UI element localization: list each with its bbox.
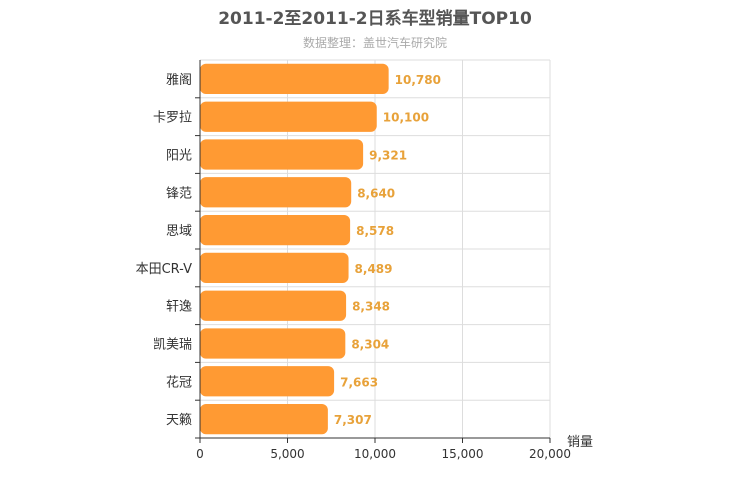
x-tick-label: 15,000: [442, 447, 484, 461]
category-label: 凯美瑞: [153, 338, 192, 353]
value-label: 7,663: [340, 375, 378, 389]
value-label: 8,348: [352, 300, 390, 314]
bar: [200, 214, 351, 246]
category-label: 卡罗拉: [153, 111, 192, 126]
bar-layer: 10,780 10,100 9,321 8,640 8,578 8,489 8,348 8,3…: [200, 63, 441, 435]
category-label: 锋范: [166, 186, 192, 201]
x-tick-label: 20,000: [529, 447, 571, 461]
category-label: 天籁: [166, 413, 192, 428]
bar: [200, 403, 328, 435]
chart-subtitle: 数据整理：盖世汽车研究院: [303, 35, 447, 50]
x-axis-title: 销量: [567, 435, 593, 450]
category-label: 花冠: [166, 374, 192, 390]
value-label: 8,578: [356, 224, 394, 238]
bar: [200, 328, 346, 359]
value-label: 8,304: [351, 338, 389, 352]
value-label: 8,640: [357, 186, 395, 200]
bar: [200, 63, 389, 95]
x-tick-label: 10,000: [354, 447, 396, 461]
bar: [200, 290, 347, 321]
category-label: 思域: [166, 224, 192, 239]
value-label: 8,489: [355, 262, 393, 276]
category-label: 雅阁: [166, 73, 192, 88]
category-label: 轩逸: [166, 300, 192, 315]
category-label: 阳光: [166, 149, 192, 164]
value-label: 10,100: [383, 111, 429, 125]
bar: [200, 101, 377, 132]
x-tick-label: 0: [196, 447, 204, 461]
grid-layer: [199, 59, 551, 439]
value-label: 10,780: [395, 73, 441, 87]
value-label: 9,321: [369, 149, 407, 163]
bar: [200, 139, 364, 170]
bar: [200, 366, 335, 397]
value-label: 7,307: [334, 413, 372, 427]
chart-title: 2011-2至2011-2日系车型销量TOP10: [218, 8, 532, 29]
x-tick-label: 5,000: [270, 447, 304, 461]
bar: [200, 252, 349, 284]
bar: [200, 177, 352, 208]
category-label: 本田CR-V: [136, 262, 193, 277]
